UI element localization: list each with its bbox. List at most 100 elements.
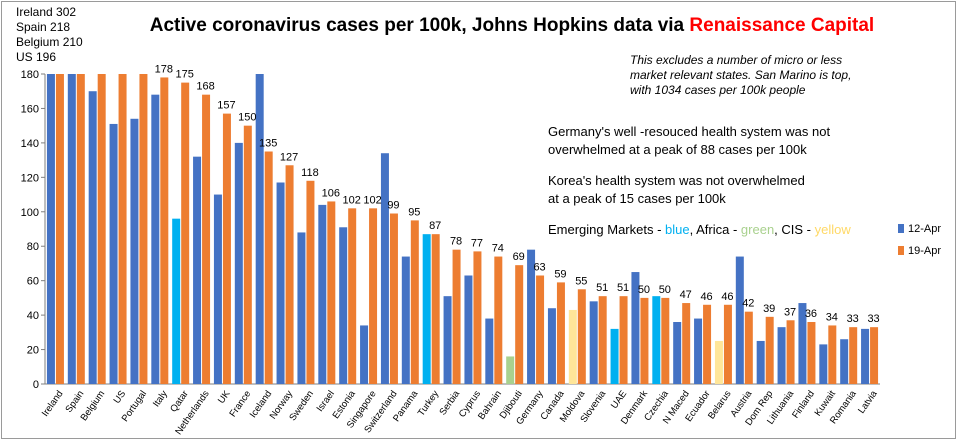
- bar-12apr-austria: [735, 256, 744, 384]
- bar-12apr-estonia: [339, 227, 348, 384]
- y-tick-label: 0: [33, 379, 39, 391]
- bar-19apr-slovenia: [598, 296, 607, 384]
- data-label: 39: [763, 303, 775, 315]
- bar-12apr-iceland: [255, 74, 264, 384]
- data-label: 150: [238, 112, 256, 124]
- chart-title-brand: Renaissance Capital: [689, 15, 874, 36]
- x-tick-label: Finland: [790, 389, 817, 421]
- y-tick-label: 120: [21, 172, 39, 184]
- bar-19apr-qatar: [181, 82, 190, 384]
- x-tick-label: US: [112, 389, 129, 406]
- bar-12apr-france: [234, 142, 243, 384]
- bars: [46, 74, 879, 385]
- bar-19apr-austria: [744, 311, 753, 384]
- data-label: 50: [659, 284, 671, 296]
- bar-19apr-norway: [285, 165, 294, 384]
- bar-12apr-portugal: [130, 118, 139, 385]
- bar-19apr-czechia: [661, 297, 670, 384]
- bar-12apr-turkey: [422, 234, 431, 384]
- data-label: 106: [322, 187, 340, 199]
- bar-19apr-netherlands: [202, 94, 211, 385]
- bar-12apr-romania: [840, 339, 849, 384]
- emerging-markets-note-part: , Africa -: [690, 222, 741, 237]
- bar-19apr-lithuania: [786, 320, 795, 384]
- offscale-value: Belgium 210: [16, 35, 83, 49]
- bar-12apr-netherlands: [193, 156, 202, 384]
- bar-12apr-slovenia: [589, 301, 598, 384]
- data-label: 59: [554, 268, 566, 280]
- y-tick-label: 80: [27, 241, 39, 253]
- bar-19apr-sweden: [306, 180, 315, 384]
- bar-19apr-germany: [536, 275, 545, 384]
- bar-19apr-ecuador: [703, 304, 712, 384]
- data-label: 46: [700, 291, 712, 303]
- note-line: This excludes a number of micro or less: [630, 53, 842, 67]
- bar-19apr-belgium: [97, 74, 106, 384]
- bar-12apr-finland: [798, 303, 807, 384]
- bar-12apr-us: [109, 123, 118, 384]
- germany-note-line: Germany's well -resouced health system w…: [548, 124, 830, 139]
- x-tick-label: Latvia: [856, 388, 880, 416]
- bar-12apr-denmark: [631, 272, 640, 384]
- data-label: 51: [617, 282, 629, 294]
- x-tick-label: Turkey: [416, 388, 442, 418]
- data-label: 78: [450, 236, 462, 248]
- y-tick-label: 140: [21, 138, 39, 150]
- data-label: 74: [492, 243, 504, 255]
- bar-19apr-canada: [556, 282, 565, 384]
- annotations: This excludes a number of micro or lessm…: [548, 53, 851, 237]
- bar-19apr-us: [118, 74, 127, 384]
- bar-12apr-cyprus: [464, 275, 473, 384]
- bar-19apr-estonia: [348, 208, 357, 384]
- bar-19apr-denmark: [640, 297, 649, 384]
- bar-12apr-italy: [151, 94, 160, 385]
- bar-12apr-uk: [213, 194, 222, 384]
- bar-19apr-belarus: [723, 304, 732, 384]
- bar-19apr-latvia: [870, 327, 879, 384]
- y-tick-label: 160: [21, 103, 39, 115]
- bar-19apr-italy: [160, 77, 169, 384]
- bar-19apr-singapore: [369, 208, 378, 384]
- bar-19apr-serbia: [452, 249, 461, 384]
- data-label: 42: [742, 298, 754, 310]
- bar-12apr-switzerland: [380, 153, 389, 384]
- emerging-markets-note-part: yellow: [815, 222, 852, 237]
- emerging-markets-note-part: blue: [665, 222, 690, 237]
- y-tick-label: 20: [27, 345, 39, 357]
- note-line: market relevant states. San Marino is to…: [630, 68, 851, 82]
- bar-19apr-uae: [619, 296, 628, 384]
- chart-title: Active coronavirus cases per 100k, Johns…: [150, 15, 874, 36]
- bar-12apr-uae: [610, 328, 619, 384]
- data-label: 99: [387, 200, 399, 212]
- x-tick-label: Italy: [151, 388, 170, 409]
- korea-note-line: at a peak of 15 cases per 100k: [548, 191, 726, 206]
- bar-12apr-sweden: [297, 232, 306, 384]
- data-label: 135: [259, 138, 277, 150]
- offscale-value: US 196: [16, 50, 56, 64]
- emerging-markets-note-part: , CIS -: [774, 222, 814, 237]
- legend-label: 12-Apr: [908, 223, 941, 235]
- germany-note-line: overwhelmed at a peak of 88 cases per 10…: [548, 142, 807, 157]
- legend-swatch: [898, 246, 904, 255]
- bar-12apr-kuwait: [819, 344, 828, 384]
- bar-19apr-switzerland: [389, 213, 398, 384]
- bar-19apr-romania: [849, 327, 858, 384]
- data-label: 47: [680, 289, 692, 301]
- bar-19apr-uk: [222, 113, 231, 384]
- data-label: 102: [343, 194, 361, 206]
- bar-12apr-ecuador: [694, 318, 703, 384]
- bar-19apr-ireland: [55, 74, 64, 384]
- legend-swatch: [898, 224, 904, 233]
- bar-12apr-belgium: [88, 91, 97, 384]
- bar-19apr-panama: [410, 220, 419, 384]
- bar-19apr-finland: [807, 322, 816, 384]
- bar-12apr-dom-rep: [756, 340, 765, 384]
- x-tick-label: UK: [216, 388, 233, 406]
- data-label: 127: [280, 151, 298, 163]
- bar-12apr-panama: [401, 256, 410, 384]
- data-label: 51: [596, 282, 608, 294]
- data-label: 46: [721, 291, 733, 303]
- bar-12apr-n-maced: [673, 322, 682, 384]
- bar-12apr-lithuania: [777, 327, 786, 384]
